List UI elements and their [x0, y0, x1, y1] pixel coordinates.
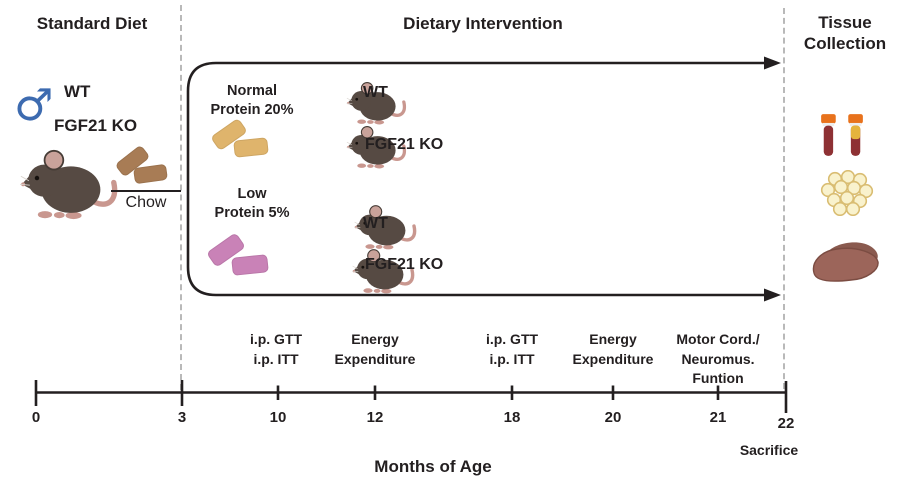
low-protein-label: Low Protein 5% [215, 185, 290, 222]
male-symbol-icon: ♂ [14, 80, 54, 131]
assessment-line: i.p. ITT [489, 350, 535, 367]
normal-protein-label: Normal Protein 20% [211, 82, 294, 119]
tick-label-0: 0 [31, 409, 41, 426]
low-protein-label-line2: Protein 5% [214, 204, 290, 221]
normal-protein-label-line1: Normal [227, 83, 277, 99]
intervention-bracket [186, 61, 766, 297]
tick-label-12: 12 [366, 409, 384, 426]
np-genotype-wt: WT [363, 84, 388, 101]
chow-underline [111, 190, 181, 193]
assessment-energy-expenditure-2: Energy Expenditure [573, 330, 654, 369]
assessment-motor-neuromuscular: Motor Cord./ Neuromus. Funtion [676, 330, 759, 389]
dietary-intervention-title: Dietary Intervention [403, 14, 563, 33]
low-protein-label-line1: Low [237, 186, 267, 202]
liver-icon [812, 242, 879, 282]
axis-label-months-of-age: Months of Age [374, 457, 492, 476]
adipose-cells-icon [820, 170, 874, 216]
assessment-line: Neuromus. [681, 350, 755, 367]
lp-genotype-wt: WT [363, 215, 388, 232]
assessment-line: Motor Cord./ [676, 331, 760, 347]
assessment-line: Energy [351, 331, 399, 347]
assessment-line: i.p. ITT [253, 350, 299, 367]
normal-protein-pellet-icon [233, 137, 269, 158]
assessment-line: i.p. GTT [485, 331, 539, 347]
tick-label-22: 22 [777, 415, 795, 432]
assessment-gtt-itt-1: i.p. GTT i.p. ITT [250, 330, 302, 369]
tick-label-10: 10 [269, 409, 287, 426]
tissue-collection-title-line2: Collection [803, 34, 887, 53]
assessment-line: Energy [589, 331, 637, 347]
top-arrow-head-icon [764, 56, 781, 70]
tissue-collection-title: Tissue Collection [804, 12, 886, 54]
chow-label: Chow [125, 194, 167, 211]
assessment-gtt-itt-2: i.p. GTT i.p. ITT [486, 330, 538, 369]
np-genotype-fgf21ko: FGF21 KO [365, 136, 444, 153]
tick-label-20: 20 [604, 409, 622, 426]
assessment-line: Funtion [692, 370, 744, 386]
tissue-collection-title-line1: Tissue [818, 13, 872, 32]
blood-tubes-icon [821, 114, 863, 156]
tick-label-18: 18 [503, 409, 521, 426]
standard-diet-genotype-wt: WT [64, 82, 91, 101]
bottom-arrow-head-icon [764, 288, 781, 302]
assessment-line: Expenditure [334, 350, 416, 367]
sacrifice-label: Sacrifice [739, 442, 799, 458]
standard-diet-genotype-fgf21ko: FGF21 KO [54, 116, 138, 135]
phase-divider-dashed-line-left [180, 5, 182, 390]
tick-label-3: 3 [177, 409, 187, 426]
standard-diet-title: Standard Diet [36, 14, 148, 33]
lp-genotype-fgf21ko: FGF21 KO [365, 256, 444, 273]
mouse-icon [20, 145, 120, 220]
assessment-line: Expenditure [572, 350, 654, 367]
normal-protein-label-line2: Protein 20% [210, 101, 294, 118]
assessment-energy-expenditure-1: Energy Expenditure [335, 330, 416, 369]
phase-divider-dashed-line-right [783, 8, 785, 389]
timeline-ticks [34, 380, 788, 413]
tick-label-21: 21 [709, 409, 727, 426]
low-protein-pellet-icon [231, 254, 269, 276]
assessment-line: i.p. GTT [249, 331, 303, 347]
